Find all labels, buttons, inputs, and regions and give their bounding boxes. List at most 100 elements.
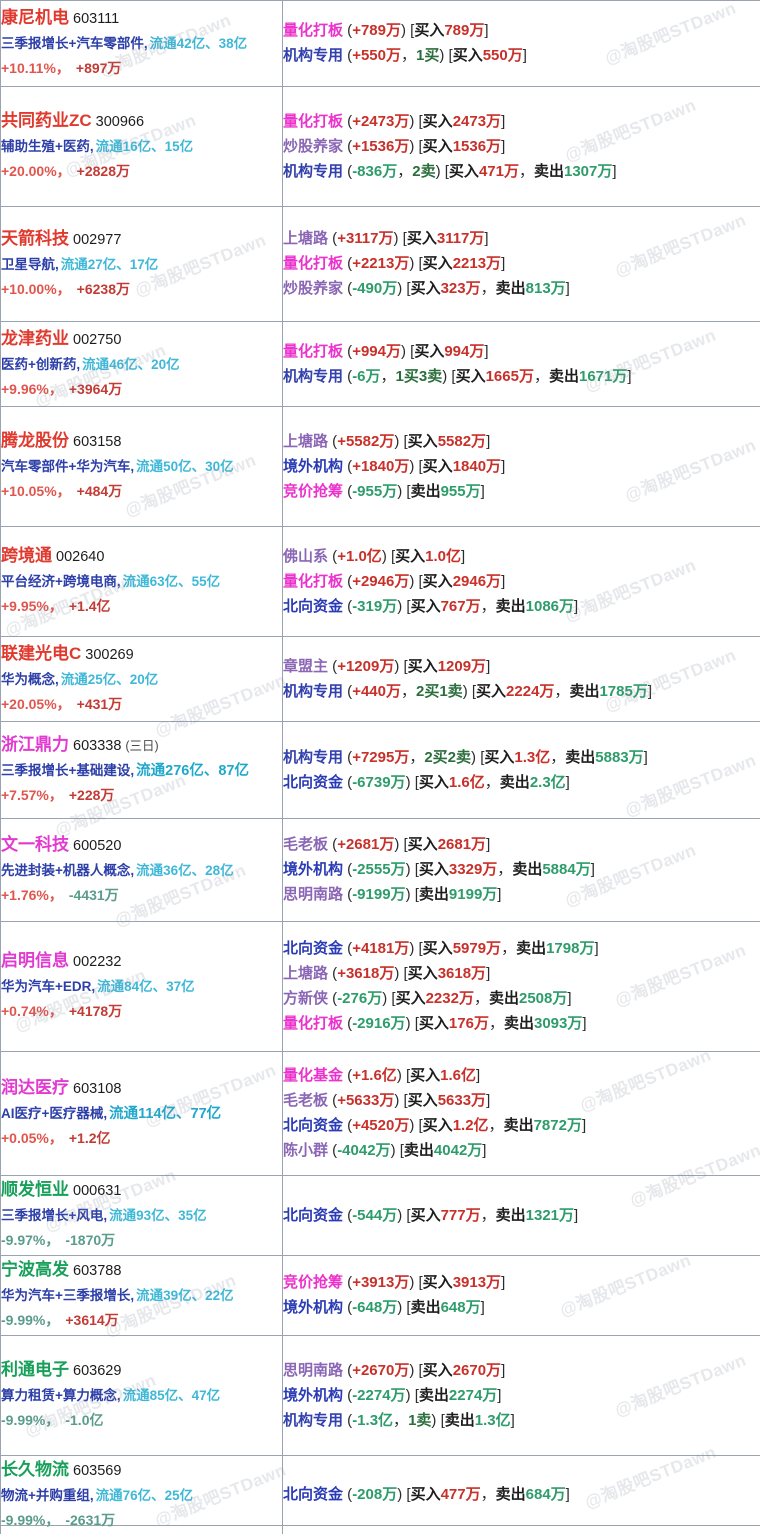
fund-flow-line[interactable]: 量化打板 (+2473万) [买入2473万]	[283, 109, 760, 134]
fund-flow-cell[interactable]: 北向资金 (+4181万) [买入5979万，卖出1798万]上塘路 (+361…	[283, 921, 760, 1051]
fund-flow-line[interactable]: 北向资金 (+4181万) [买入5979万，卖出1798万]	[283, 936, 760, 961]
fund-flow-cell[interactable]: 竞价抢筹 (+3913万) [买入3913万]境外机构 (-648万) [卖出6…	[283, 1255, 760, 1335]
seat-name[interactable]: 佛山系	[283, 548, 328, 565]
stock-name[interactable]: 浙江鼎力	[1, 735, 69, 754]
fund-flow-cell[interactable]: 量化基金 (+1.6亿) [买入1.6亿]毛老板 (+5633万) [买入563…	[283, 1051, 760, 1175]
fund-flow-line[interactable]: 陈小群 (-4042万) [卖出4042万]	[283, 1138, 760, 1163]
seat-name[interactable]: 毛老板	[283, 1092, 328, 1109]
fund-flow-line[interactable]: 竞价抢筹 (-955万) [卖出955万]	[283, 479, 760, 504]
fund-flow-line[interactable]: 量化打板 (-2916万) [买入176万，卖出3093万]	[283, 1011, 760, 1036]
seat-name[interactable]: 北向资金	[283, 598, 343, 615]
fund-flow-line[interactable]: 上塘路 (+5582万) [买入5582万]	[283, 429, 760, 454]
stock-name[interactable]: 文一科技	[1, 835, 69, 854]
fund-flow-cell[interactable]: 北向资金 (-544万) [买入777万，卖出1321万]	[283, 1175, 760, 1255]
seat-name[interactable]: 章盟主	[283, 658, 328, 675]
fund-flow-line[interactable]: 机构专用 (-836万，2卖) [买入471万，卖出1307万]	[283, 159, 760, 184]
seat-name[interactable]: 机构专用	[283, 749, 343, 766]
seat-name[interactable]: 境外机构	[283, 861, 343, 878]
stock-name[interactable]: 联建光电C	[1, 644, 81, 663]
stock-name[interactable]: 长久物流	[1, 1460, 69, 1479]
seat-name[interactable]: 量化打板	[283, 22, 343, 39]
seat-name[interactable]: 上塘路	[283, 433, 328, 450]
seat-name[interactable]: 北向资金	[283, 940, 343, 957]
seat-name[interactable]: 上塘路	[283, 230, 328, 247]
fund-flow-line[interactable]: 章盟主 (+1209万) [买入1209万]	[283, 654, 760, 679]
fund-flow-line[interactable]: 北向资金 (-208万) [买入477万，卖出684万]	[283, 1482, 760, 1507]
seat-name[interactable]: 思明南路	[283, 886, 343, 903]
seat-name[interactable]: 量化打板	[283, 1015, 343, 1032]
fund-flow-line[interactable]: 量化打板 (+2213万) [买入2213万]	[283, 251, 760, 276]
seat-name[interactable]: 机构专用	[283, 1412, 343, 1429]
fund-flow-line[interactable]: 炒股养家 (+1536万) [买入1536万]	[283, 134, 760, 159]
fund-flow-line[interactable]: 北向资金 (-6739万) [买入1.6亿，卖出2.3亿]	[283, 770, 760, 795]
fund-flow-line[interactable]: 毛老板 (+2681万) [买入2681万]	[283, 832, 760, 857]
fund-flow-line[interactable]: 毛老板 (+5633万) [买入5633万]	[283, 1088, 760, 1113]
fund-flow-line[interactable]: 佛山系 (+1.0亿) [买入1.0亿]	[283, 544, 760, 569]
seat-name[interactable]: 毛老板	[283, 836, 328, 853]
seat-name[interactable]: 机构专用	[283, 47, 343, 64]
stock-name[interactable]: 润达医疗	[1, 1078, 69, 1097]
seat-name[interactable]: 机构专用	[283, 368, 343, 385]
seat-name[interactable]: 炒股养家	[283, 138, 343, 155]
seat-name[interactable]: 量化打板	[283, 113, 343, 130]
seat-name[interactable]: 炒股养家	[283, 280, 343, 297]
seat-name[interactable]: 方新侠	[283, 990, 328, 1007]
fund-flow-cell[interactable]: 章盟主 (+1209万) [买入1209万]机构专用 (+440万，2买1卖) …	[283, 636, 760, 721]
stock-name[interactable]: 跨境通	[1, 546, 52, 565]
fund-flow-cell[interactable]: 量化打板 (+2473万) [买入2473万]炒股养家 (+1536万) [买入…	[283, 86, 760, 206]
seat-name[interactable]: 竞价抢筹	[283, 483, 343, 500]
stock-name[interactable]: 启明信息	[1, 951, 69, 970]
seat-name[interactable]: 量化基金	[283, 1067, 343, 1084]
fund-flow-line[interactable]: 炒股养家 (-490万) [买入323万，卖出813万]	[283, 276, 760, 301]
fund-flow-line[interactable]: 北向资金 (+4520万) [买入1.2亿，卖出7872万]	[283, 1113, 760, 1138]
fund-flow-line[interactable]: 思明南路 (-9199万) [卖出9199万]	[283, 882, 760, 907]
fund-flow-line[interactable]: 量化基金 (+1.6亿) [买入1.6亿]	[283, 1063, 760, 1088]
seat-name[interactable]: 思明南路	[283, 1362, 343, 1379]
fund-flow-cell[interactable]: 佛山系 (+1.0亿) [买入1.0亿]量化打板 (+2946万) [买入294…	[283, 526, 760, 636]
fund-flow-line[interactable]: 北向资金 (-544万) [买入777万，卖出1321万]	[283, 1203, 760, 1228]
fund-flow-line[interactable]: 机构专用 (+440万，2买1卖) [买入2224万，卖出1785万]	[283, 679, 760, 704]
seat-name[interactable]: 北向资金	[283, 1117, 343, 1134]
stock-name[interactable]: 天箭科技	[1, 229, 69, 248]
fund-flow-line[interactable]: 思明南路 (+2670万) [买入2670万]	[283, 1358, 760, 1383]
fund-flow-line[interactable]: 机构专用 (+550万，1买) [买入550万]	[283, 43, 760, 68]
fund-flow-line[interactable]: 上塘路 (+3618万) [买入3618万]	[283, 961, 760, 986]
stock-name[interactable]: 共同药业ZC	[1, 111, 92, 130]
fund-flow-cell[interactable]: 北向资金 (-208万) [买入477万，卖出684万]	[283, 1455, 760, 1534]
seat-name[interactable]: 境外机构	[283, 1387, 343, 1404]
fund-flow-cell[interactable]: 思明南路 (+2670万) [买入2670万]境外机构 (-2274万) [卖出…	[283, 1335, 760, 1455]
stock-name[interactable]: 宁波高发	[1, 1260, 69, 1279]
fund-flow-cell[interactable]: 毛老板 (+2681万) [买入2681万]境外机构 (-2555万) [买入3…	[283, 818, 760, 921]
stock-name[interactable]: 康尼机电	[1, 8, 69, 27]
stock-name[interactable]: 腾龙股份	[1, 431, 69, 450]
seat-name[interactable]: 机构专用	[283, 683, 343, 700]
seat-name[interactable]: 量化打板	[283, 343, 343, 360]
fund-flow-line[interactable]: 上塘路 (+3117万) [买入3117万]	[283, 226, 760, 251]
fund-flow-cell[interactable]: 机构专用 (+7295万，2买2卖) [买入1.3亿，卖出5883万]北向资金 …	[283, 721, 760, 818]
stock-name[interactable]: 顺发恒业	[1, 1180, 69, 1199]
fund-flow-line[interactable]: 机构专用 (-6万，1买3卖) [买入1665万，卖出1671万]	[283, 364, 760, 389]
fund-flow-line[interactable]: 量化打板 (+994万) [买入994万]	[283, 339, 760, 364]
